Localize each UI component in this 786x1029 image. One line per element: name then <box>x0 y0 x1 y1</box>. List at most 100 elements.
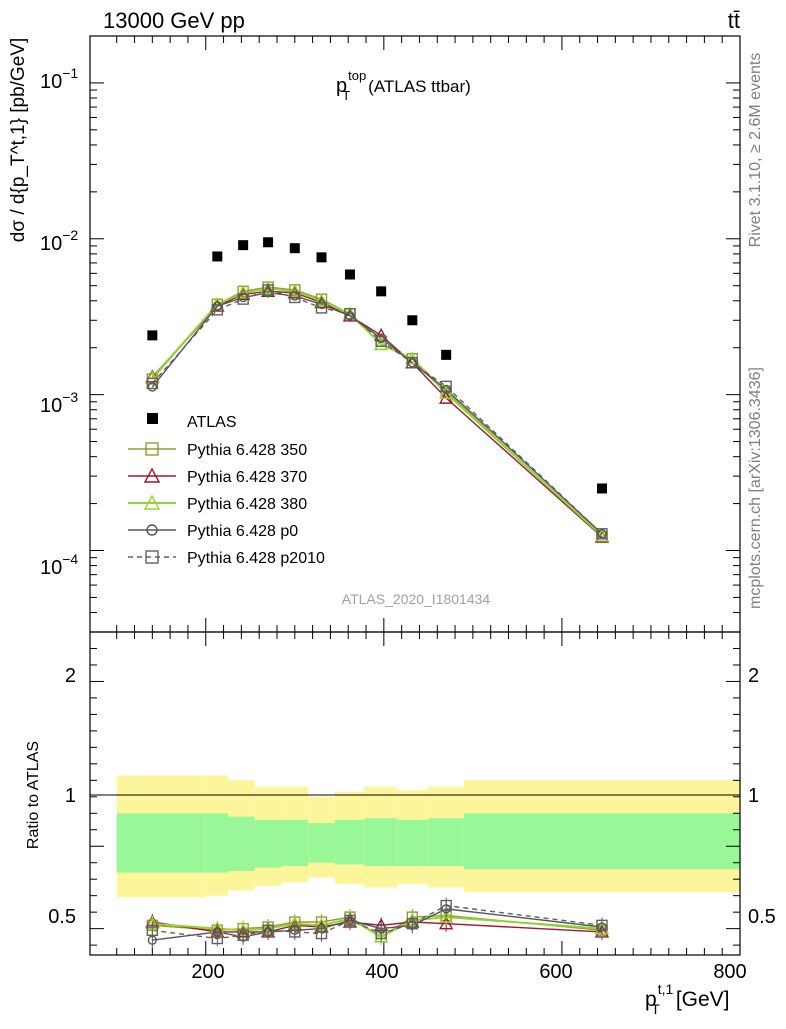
legend-marker <box>145 442 159 456</box>
ratio-series-marker <box>375 927 387 940</box>
main-series-marker <box>440 380 452 393</box>
main-series-marker <box>406 357 419 369</box>
green-band-segment <box>397 819 429 867</box>
atlas-data-point <box>147 330 158 341</box>
main-series-marker <box>146 377 159 390</box>
green-band-segment <box>308 823 335 863</box>
ratio-uncertainty-bands <box>116 775 740 898</box>
green-band-segment <box>254 819 282 868</box>
green-band-segment <box>463 813 740 870</box>
legend: ATLAS Pythia 6.428 350 Pythia 6.428 370 … <box>128 413 325 567</box>
atlas-data-point <box>316 252 327 263</box>
legend-label-atlas: ATLAS <box>187 414 237 431</box>
atlas-data-point <box>441 349 452 360</box>
main-series-marker <box>211 304 224 316</box>
ratio-axis-ticks <box>90 632 741 955</box>
legend-label-380: Pythia 6.428 380 <box>187 496 307 513</box>
atlas-data-point <box>263 237 274 248</box>
ratio-series-marker <box>373 929 389 943</box>
xtick-label-400: 400 <box>365 961 398 983</box>
ratio-series-marker <box>596 919 608 932</box>
green-band-segment <box>116 813 206 873</box>
svg-text:10−2: 10−2 <box>40 227 78 255</box>
ratio-series-marker <box>438 909 454 923</box>
green-band-segment <box>334 819 365 865</box>
ratio-series-marker <box>262 924 274 936</box>
ratio-series-marker <box>344 914 356 927</box>
ratio-series-marker <box>438 916 454 930</box>
ratio-series-marker <box>289 926 301 938</box>
main-series-marker <box>597 529 607 539</box>
ratio-ylabel: Ratio to ATLAS <box>25 741 42 849</box>
ratio-series-line <box>152 904 603 940</box>
legend-marker <box>146 524 158 536</box>
legend-marker-atlas <box>147 413 158 424</box>
main-series-marker <box>260 281 276 295</box>
main-panel: 10−1 10−2 10−3 10−4 ptop T (ATLAS ttbar) d… <box>8 35 741 633</box>
main-series-marker <box>375 335 387 347</box>
legend-label-370: Pythia 6.428 370 <box>187 469 307 486</box>
main-series-marker <box>376 333 386 343</box>
x-axis-label: pt,1 T [GeV] <box>645 981 730 1017</box>
ratio-series-marker <box>237 929 249 941</box>
green-band-segment <box>428 818 464 867</box>
main-series-marker <box>262 284 274 296</box>
main-series-marker <box>594 528 610 542</box>
ratio-series-markers <box>145 897 610 949</box>
ratio-ytick-label-1-right: 1 <box>748 785 759 807</box>
ratio-series-marker <box>315 927 328 940</box>
main-series-marker <box>373 336 389 351</box>
xtick-label-600: 600 <box>539 961 572 983</box>
energy-label: 13000 GeV pp <box>103 8 245 33</box>
main-series-marker <box>237 293 249 305</box>
atlas-data-point <box>289 243 300 254</box>
green-band-segment <box>228 816 255 871</box>
legend-marker <box>145 550 159 564</box>
main-ytick-label-2: 10−2 <box>40 227 78 255</box>
main-ytick-label-4: 10−4 <box>40 551 78 579</box>
ratio-ytick-label-05: 0.5 <box>48 906 76 928</box>
main-series-marker <box>287 283 302 298</box>
main-axis-ticks <box>90 35 741 633</box>
main-series-marker <box>210 298 225 312</box>
main-series-marker <box>314 293 329 307</box>
atlas-data-points <box>147 237 607 494</box>
analysis-watermark: ATLAS_2020_I1801434 <box>342 591 491 607</box>
source-label: mcplots.cern.ch [arXiv:1306.3436] <box>747 367 764 609</box>
main-ytick-label-1: 10−1 <box>40 65 78 93</box>
legend-label-p0: Pythia 6.428 p0 <box>187 523 298 540</box>
rivet-label: Rivet 3.1.10, ≥ 2.6M events <box>747 53 764 248</box>
main-series-marker <box>344 308 356 320</box>
atlas-data-point <box>238 240 249 251</box>
ratio-series-marker <box>211 932 224 945</box>
legend-marker <box>143 494 161 510</box>
main-series-marker <box>407 358 418 368</box>
svg-text:10−4: 10−4 <box>40 551 78 579</box>
main-frame <box>89 35 741 633</box>
main-series-marker <box>147 382 158 392</box>
svg-text:10−1: 10−1 <box>40 65 78 93</box>
atlas-data-point <box>345 269 355 280</box>
atlas-data-point <box>376 286 387 297</box>
main-series-marker <box>441 384 451 395</box>
svg-text:10−3: 10−3 <box>40 389 78 417</box>
ratio-ytick-label-1: 1 <box>65 785 76 807</box>
legend-label-350: Pythia 6.428 350 <box>187 442 307 459</box>
ratio-series-marker <box>146 924 159 936</box>
ratio-series-marker <box>406 917 419 930</box>
green-band-segment <box>364 818 398 867</box>
ratio-ytick-label-05-right: 0.5 <box>748 906 776 928</box>
main-series-marker <box>315 302 328 314</box>
xtick-label-200: 200 <box>191 961 224 983</box>
main-series-marker <box>235 285 251 299</box>
green-band-segment <box>281 819 309 867</box>
atlas-data-point <box>407 315 418 326</box>
ratio-panel: 2 1 0.5 2 1 0.5 Ratio to ATLAS 200 400 6… <box>25 631 776 1017</box>
ratio-ytick-label-2-right: 2 <box>748 665 759 687</box>
ratio-series-marker <box>594 924 610 938</box>
process-label: tt̄ <box>728 8 740 33</box>
atlas-data-point <box>212 251 223 262</box>
main-series-markers <box>145 281 610 543</box>
main-series-marker <box>345 311 355 321</box>
